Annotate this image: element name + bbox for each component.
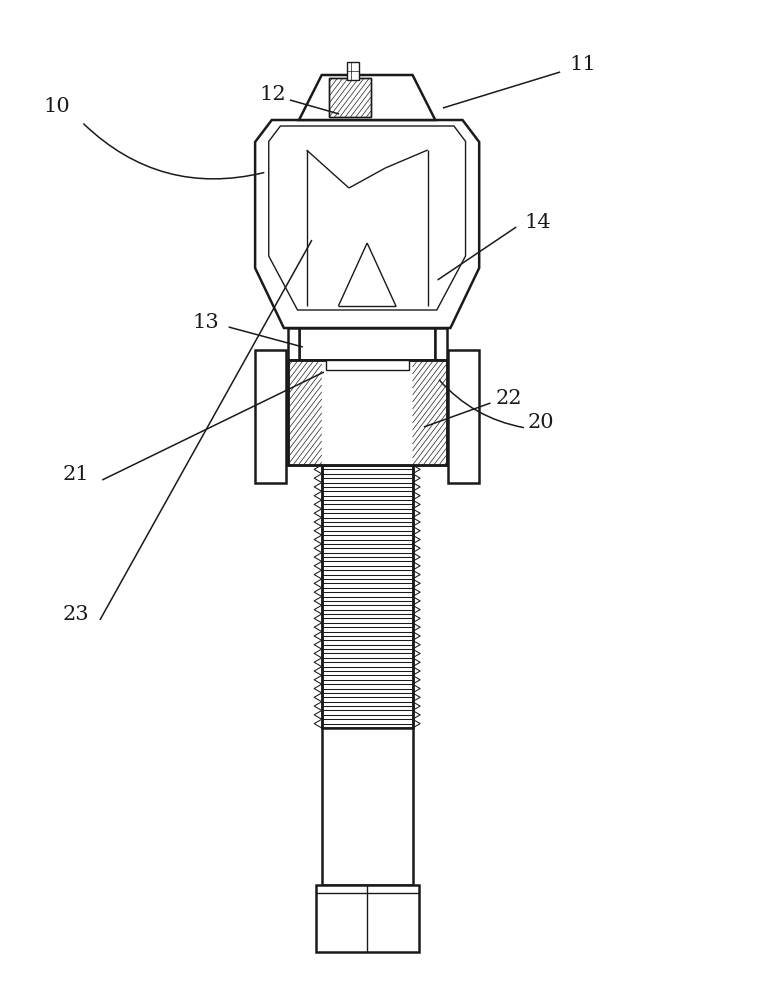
Text: 12: 12 bbox=[259, 86, 286, 104]
Polygon shape bbox=[269, 126, 466, 310]
Bar bbox=[435, 328, 447, 360]
Text: 21: 21 bbox=[62, 466, 89, 485]
Text: 11: 11 bbox=[569, 55, 597, 75]
Text: 22: 22 bbox=[495, 388, 522, 408]
Text: 13: 13 bbox=[192, 312, 220, 332]
Bar bbox=[326, 360, 409, 370]
Bar bbox=[329, 78, 371, 117]
Bar bbox=[288, 328, 299, 360]
Bar bbox=[288, 360, 447, 465]
Bar bbox=[322, 728, 413, 885]
Bar bbox=[347, 62, 359, 80]
Bar bbox=[329, 78, 371, 117]
Polygon shape bbox=[299, 75, 435, 120]
Polygon shape bbox=[255, 120, 479, 328]
Bar bbox=[322, 465, 413, 728]
Text: 20: 20 bbox=[528, 412, 555, 432]
Text: 10: 10 bbox=[43, 98, 70, 116]
Bar bbox=[316, 885, 419, 952]
Bar bbox=[255, 350, 286, 483]
Bar bbox=[288, 360, 447, 465]
Bar bbox=[448, 350, 479, 483]
Bar bbox=[299, 328, 435, 360]
Text: 23: 23 bbox=[62, 605, 89, 624]
Text: 14: 14 bbox=[524, 213, 551, 232]
